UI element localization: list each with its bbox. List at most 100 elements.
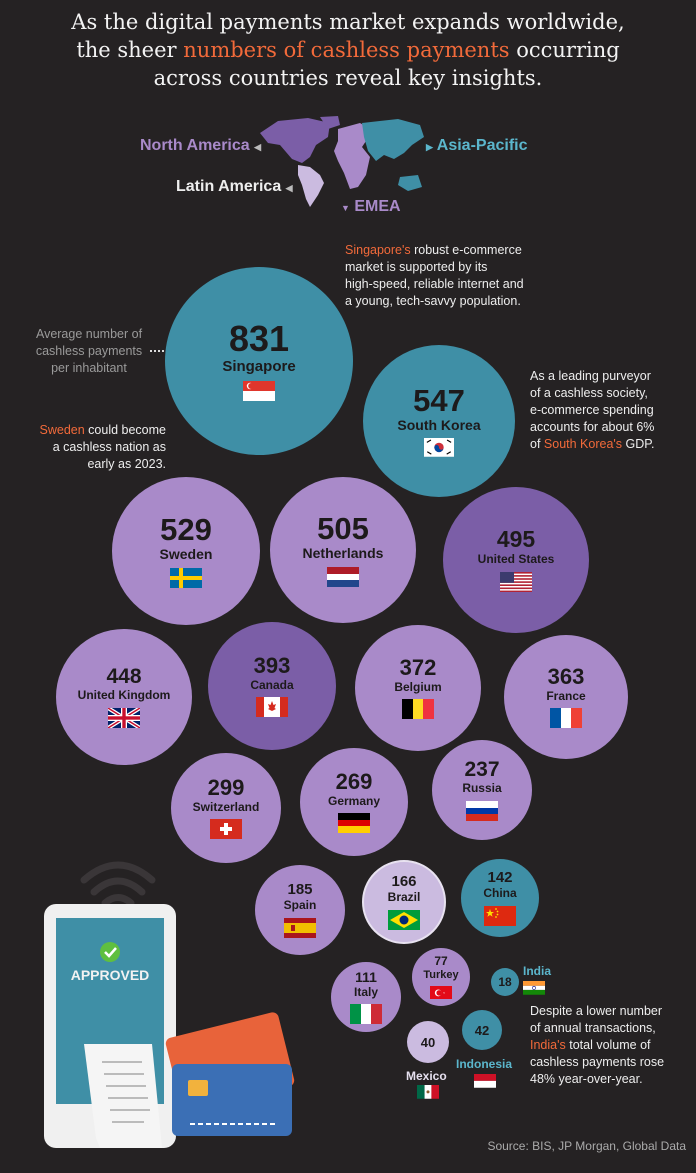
bubble-russia: 237 Russia xyxy=(432,740,532,840)
arrow-left-icon: ◀ xyxy=(285,183,293,193)
map-australia xyxy=(398,175,422,191)
value-canada: 393 xyxy=(253,652,291,678)
measure-line-3: per inhabitant xyxy=(51,361,127,375)
wifi-icon xyxy=(80,861,156,907)
france-flag-icon xyxy=(550,708,582,729)
sg-line-1: Singapore's robust e-commerce xyxy=(345,242,555,259)
bubble-mexico: 40 xyxy=(407,1021,449,1063)
name-turkey: Turkey xyxy=(423,968,459,981)
bubble-switzerland: 299 Switzerland xyxy=(171,753,281,863)
flag-holder-indonesia xyxy=(474,1069,496,1088)
value-mexico: 40 xyxy=(420,1034,436,1050)
title-highlight: numbers of cashless payments xyxy=(183,38,510,62)
in-line-1: Despite a lower number xyxy=(530,1004,663,1018)
singapore-flag-icon xyxy=(243,380,275,401)
value-india: 18 xyxy=(498,975,512,989)
united-kingdom-flag-icon xyxy=(108,707,140,728)
legend-north-america-label: North America xyxy=(140,137,250,154)
value-united-kingdom: 448 xyxy=(106,665,142,689)
name-canada: Canada xyxy=(250,677,294,692)
flag-holder-india xyxy=(523,976,545,995)
flag-holder-mexico xyxy=(417,1080,439,1099)
united-states-flag-icon xyxy=(500,571,532,592)
map-asia-pacific xyxy=(362,119,424,161)
se-line-2: a cashless nation as xyxy=(52,440,166,454)
netherlands-flag-icon xyxy=(327,566,359,587)
arrow-right-icon: ▶ xyxy=(426,142,433,152)
name-united-states: United States xyxy=(477,552,555,567)
bubble-brazil: 166 Brazil xyxy=(362,860,446,944)
world-map-icon xyxy=(260,116,424,207)
name-russia: Russia xyxy=(462,781,502,796)
canada-flag-icon xyxy=(256,697,288,718)
kr-line-3: e-commerce spending xyxy=(530,403,654,417)
name-france: France xyxy=(546,688,586,703)
name-belgium: Belgium xyxy=(394,679,442,694)
title-line-2: the sheer numbers of cashless payments o… xyxy=(0,36,696,64)
germany-flag-icon xyxy=(338,813,370,834)
arrow-down-icon: ▼ xyxy=(341,203,350,213)
map-emea xyxy=(334,123,370,189)
bubble-italy: 111 Italy xyxy=(331,962,401,1032)
value-switzerland: 299 xyxy=(207,774,245,800)
value-brazil: 166 xyxy=(391,873,417,891)
checkmark-icon xyxy=(100,942,120,962)
south-korea-flag-icon xyxy=(424,438,454,458)
measure-line-2: cashless payments xyxy=(35,344,143,358)
india-flag-icon xyxy=(523,981,545,995)
se-line-1: Sweden could become xyxy=(20,422,167,439)
south-korea-note: As a leading purveyor of a cashless soci… xyxy=(530,368,690,453)
kr-line-1: As a leading purveyor xyxy=(530,369,651,383)
bubble-netherlands: 505 Netherlands xyxy=(270,477,416,623)
value-south-korea: 547 xyxy=(413,382,465,418)
title-line-3: across countries reveal key insights. xyxy=(153,66,543,90)
indonesia-flag-icon xyxy=(474,1074,496,1088)
russia-flag-icon xyxy=(466,800,498,821)
bubble-turkey: 77 Turkey xyxy=(412,948,470,1006)
in-highlight: India's xyxy=(530,1038,566,1052)
india-note: Despite a lower number of annual transac… xyxy=(530,1003,690,1088)
in-line-3-rest: total volume of xyxy=(565,1038,651,1052)
sg-line-3: high-speed, reliable internet and xyxy=(345,277,524,291)
value-china: 142 xyxy=(487,869,513,887)
value-singapore: 831 xyxy=(228,318,290,360)
value-russia: 237 xyxy=(464,758,500,782)
title-line-2-post: occurring xyxy=(509,38,620,62)
bubble-spain: 185 Spain xyxy=(255,865,345,955)
bubble-sweden: 529 Sweden xyxy=(112,477,260,625)
name-sweden: Sweden xyxy=(159,546,213,563)
se-line-1-rest: could become xyxy=(84,423,166,437)
map-greenland xyxy=(320,116,340,129)
source-text: Source: BIS, JP Morgan, Global Data xyxy=(487,1139,686,1153)
name-mexico: Mexico xyxy=(406,1069,447,1083)
name-singapore: Singapore xyxy=(222,358,296,376)
sg-highlight: Singapore's xyxy=(345,243,411,257)
bubble-canada: 393 Canada xyxy=(208,622,336,750)
singapore-note: Singapore's robust e-commerce market is … xyxy=(345,242,555,310)
sg-line-4: a young, tech-savvy population. xyxy=(345,294,521,308)
name-south-korea: South Korea xyxy=(397,416,481,433)
kr-line-5-pre: of xyxy=(530,437,544,451)
legend-north-america: North America ◀ xyxy=(140,137,261,155)
in-line-4: cashless payments rose xyxy=(530,1055,665,1069)
name-italy: Italy xyxy=(353,984,378,999)
measure-annotation: Average number of cashless payments per … xyxy=(30,326,148,377)
legend-emea: ▼ EMEA xyxy=(341,198,401,216)
name-germany: Germany xyxy=(327,793,381,808)
name-indonesia: Indonesia xyxy=(456,1057,513,1071)
mexico-flag-icon xyxy=(417,1085,439,1099)
legend-asia-pacific: ▶ Asia-Pacific xyxy=(426,137,528,155)
card-chip xyxy=(188,1080,208,1096)
china-flag-icon xyxy=(484,905,516,926)
name-brazil: Brazil xyxy=(387,890,421,905)
arrow-left-icon: ◀ xyxy=(254,142,262,152)
kr-line-4: accounts for about 6% xyxy=(530,420,655,434)
value-spain: 185 xyxy=(287,881,313,899)
measure-line-1: Average number of xyxy=(35,327,143,341)
receipt-icon xyxy=(84,1044,162,1148)
bubble-belgium: 372 Belgium xyxy=(355,625,481,751)
in-line-3: India's total volume of xyxy=(530,1037,690,1054)
bubble-france: 363 France xyxy=(504,635,628,759)
value-italy: 111 xyxy=(355,968,377,985)
value-netherlands: 505 xyxy=(317,511,369,547)
